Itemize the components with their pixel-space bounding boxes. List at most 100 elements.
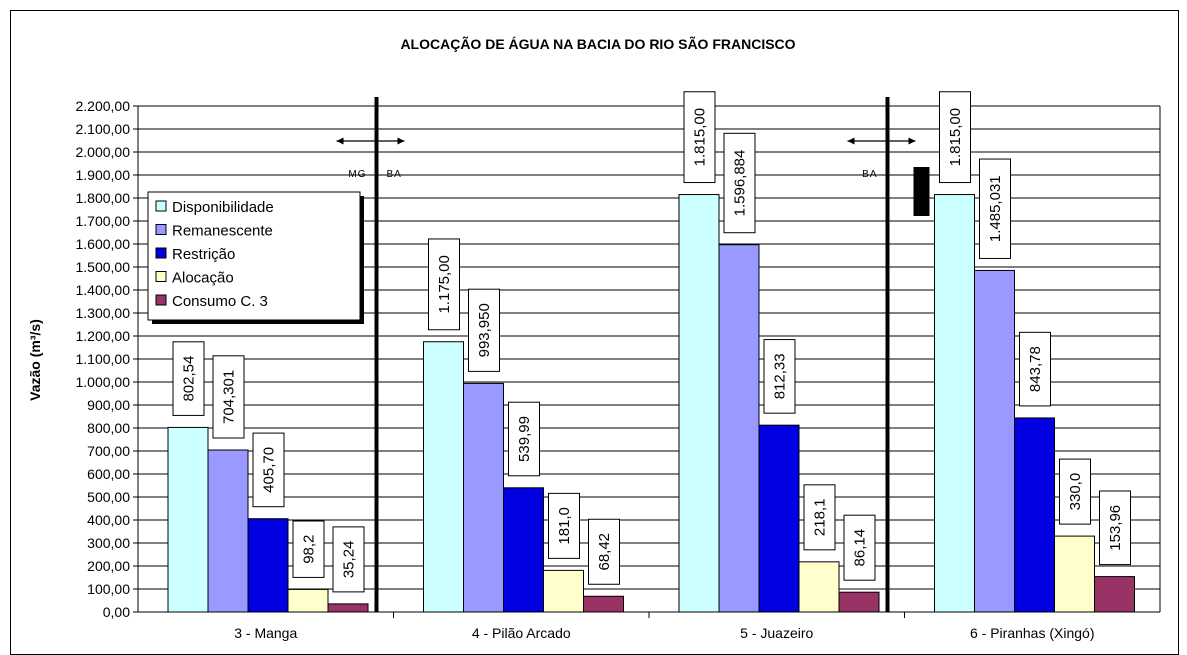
- data-label: 86,14: [852, 529, 869, 567]
- y-tick-label: 300,00: [87, 535, 130, 551]
- y-tick-label: 1.400,00: [76, 282, 131, 298]
- legend: Disponibilidade Remanescente Restrição Aloc…: [147, 191, 364, 324]
- x-category-label: 4 - Pilão Arcado: [472, 625, 571, 641]
- y-tick-label: 900,00: [87, 397, 130, 413]
- bar: [167, 426, 209, 613]
- y-tick-label: 2.000,00: [76, 144, 131, 160]
- legend-swatch: [155, 224, 167, 235]
- y-tick-label: 700,00: [87, 443, 130, 459]
- data-label-box: [723, 132, 756, 234]
- bar: [423, 341, 464, 613]
- bar: [583, 595, 624, 613]
- region-boundaries: MG BA BA: [336, 97, 930, 612]
- legend-label: Restrição: [172, 246, 235, 263]
- data-label-box: [292, 520, 325, 578]
- data-label: 218,1: [812, 499, 829, 537]
- data-label: 1.815,00: [692, 108, 709, 166]
- arrowhead-right: [908, 137, 916, 145]
- data-label-box: [683, 91, 716, 184]
- bar: [798, 561, 840, 613]
- data-label: 330,0: [1067, 473, 1084, 511]
- data-label: 812,33: [772, 353, 789, 399]
- legend-box: [147, 191, 361, 321]
- y-tick-label: 600,00: [87, 466, 130, 482]
- data-label: 35,24: [341, 541, 358, 579]
- data-label-box: [332, 526, 365, 593]
- region-label: BA: [387, 169, 402, 180]
- y-tick-label: 1.600,00: [76, 236, 131, 252]
- x-category-label: 3 - Manga: [234, 625, 297, 641]
- y-tick-label: 1.500,00: [76, 259, 131, 275]
- data-label-box: [588, 518, 620, 585]
- data-label-box: [548, 492, 580, 559]
- data-label: 1.175,00: [436, 255, 453, 313]
- data-label: 98,2: [301, 535, 318, 564]
- data-label: 802,54: [181, 356, 198, 402]
- data-label-box: [508, 401, 540, 477]
- y-tick-label: 1.100,00: [76, 351, 131, 367]
- bar: [758, 424, 800, 613]
- y-axis-ticks: 0,00 100,00 200,00 300,00 400,00 500,00 600,00…: [76, 98, 138, 620]
- region-label: MG: [348, 169, 366, 180]
- data-label-box: [172, 341, 205, 416]
- legend-label: Consumo C. 3: [172, 293, 268, 310]
- bar: [838, 591, 880, 613]
- x-category-label: 5 - Juazeiro: [740, 625, 813, 641]
- y-tick-label: 200,00: [87, 558, 130, 574]
- legend-label: Remanescente: [172, 223, 273, 240]
- legend-label: Alocação: [172, 270, 234, 287]
- y-axis-label: Vazão (m³/s): [27, 319, 43, 401]
- data-label: 1.485,031: [987, 175, 1004, 242]
- y-tick-label: 100,00: [87, 581, 130, 597]
- y-tick-label: 1.000,00: [76, 374, 131, 390]
- bar: [287, 588, 329, 613]
- bar: [327, 603, 369, 613]
- bar: [543, 569, 584, 613]
- y-tick-label: 0,00: [103, 604, 130, 620]
- y-tick-label: 1.800,00: [76, 190, 131, 206]
- data-label-box: [1019, 331, 1051, 407]
- y-tick-label: 2.200,00: [76, 98, 131, 114]
- bar: [1014, 417, 1055, 613]
- legend-label: Disponibilidade: [172, 199, 274, 216]
- data-label-box: [468, 288, 500, 372]
- y-tick-label: 500,00: [87, 489, 130, 505]
- data-label-box: [763, 339, 796, 414]
- x-axis-categories: 3 - Manga 4 - Pilão Arcado 5 - Juazeiro 6 -…: [138, 611, 1160, 641]
- bar: [463, 382, 504, 613]
- data-label-box: [843, 514, 876, 581]
- data-label-box: [1059, 458, 1091, 525]
- data-label: 843,78: [1027, 346, 1044, 392]
- arrowhead-left: [847, 137, 855, 145]
- data-label: 704,301: [221, 370, 238, 424]
- data-labels: 802,54 704,301 405,70 98,2 35,24 1.175,00 993,…: [172, 91, 1131, 593]
- data-label-box: [1099, 490, 1131, 566]
- arrowhead-right: [397, 137, 405, 145]
- data-label-box: [212, 355, 245, 439]
- data-label: 1.596,884: [732, 150, 749, 217]
- data-label-box: [252, 432, 285, 508]
- legend-swatch: [155, 294, 167, 306]
- y-tick-label: 800,00: [87, 420, 130, 436]
- y-tick-label: 1.900,00: [76, 167, 131, 183]
- region-label: BA: [862, 169, 877, 180]
- bar: [718, 244, 760, 613]
- chart-title: ALOCAÇÃO DE ÁGUA NA BACIA DO RIO SÃO FRA…: [400, 35, 795, 52]
- data-label-box: [979, 158, 1011, 259]
- bar: [1094, 576, 1135, 613]
- data-label-box: [939, 91, 971, 184]
- data-label: 153,96: [1107, 505, 1124, 551]
- data-label: 1.815,00: [947, 108, 964, 166]
- y-tick-label: 400,00: [87, 512, 130, 528]
- x-category-label: 6 - Piranhas (Xingó): [970, 625, 1095, 641]
- y-tick-label: 2.100,00: [76, 121, 131, 137]
- bar: [678, 194, 720, 613]
- y-tick-label: 1.200,00: [76, 328, 131, 344]
- data-label: 539,99: [516, 416, 533, 462]
- data-label: 68,42: [596, 533, 613, 571]
- legend-swatch: [155, 247, 167, 259]
- y-tick-label: 1.300,00: [76, 305, 131, 321]
- bar: [503, 487, 544, 613]
- legend-key-block: [913, 167, 930, 216]
